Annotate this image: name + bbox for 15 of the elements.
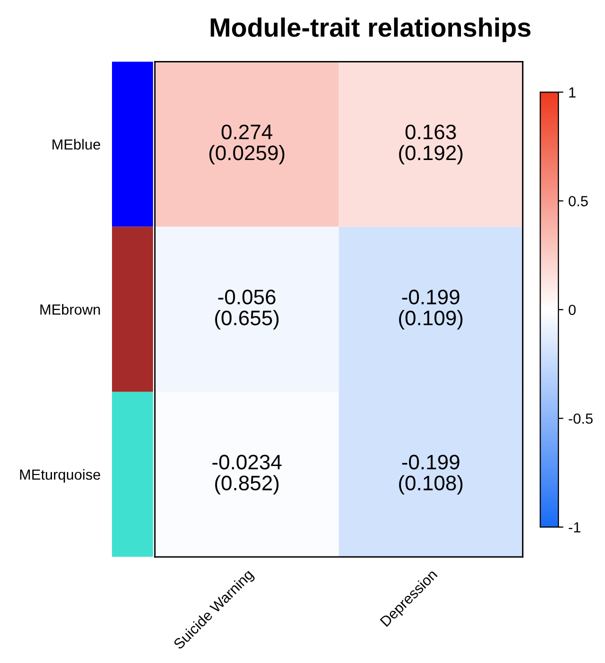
data-label: -0.199 (0.108) xyxy=(399,454,462,495)
y-tick-label: MEbrown xyxy=(40,304,100,315)
color-bar-label: 1 xyxy=(569,87,576,98)
data-label: -0.056 (0.655) xyxy=(215,290,279,330)
chart-title: Module-trait relationships xyxy=(210,18,530,42)
data-label: 0.274 (0.0259) xyxy=(209,124,284,164)
data-label: -0.199 (0.109) xyxy=(399,290,462,330)
y-tick-label: MEblue xyxy=(52,138,100,150)
y-tick-label: MEturquoise xyxy=(20,469,100,483)
color-bar-label: 0 xyxy=(568,304,576,316)
color-bar-label: 0.5 xyxy=(568,196,588,206)
data-label: -0.0234 (0.852) xyxy=(212,454,282,495)
color-bar-label: -0.5 xyxy=(568,413,593,424)
data-label: 0.163 (0.192) xyxy=(399,124,462,164)
color-bar-label: -1 xyxy=(568,522,580,532)
